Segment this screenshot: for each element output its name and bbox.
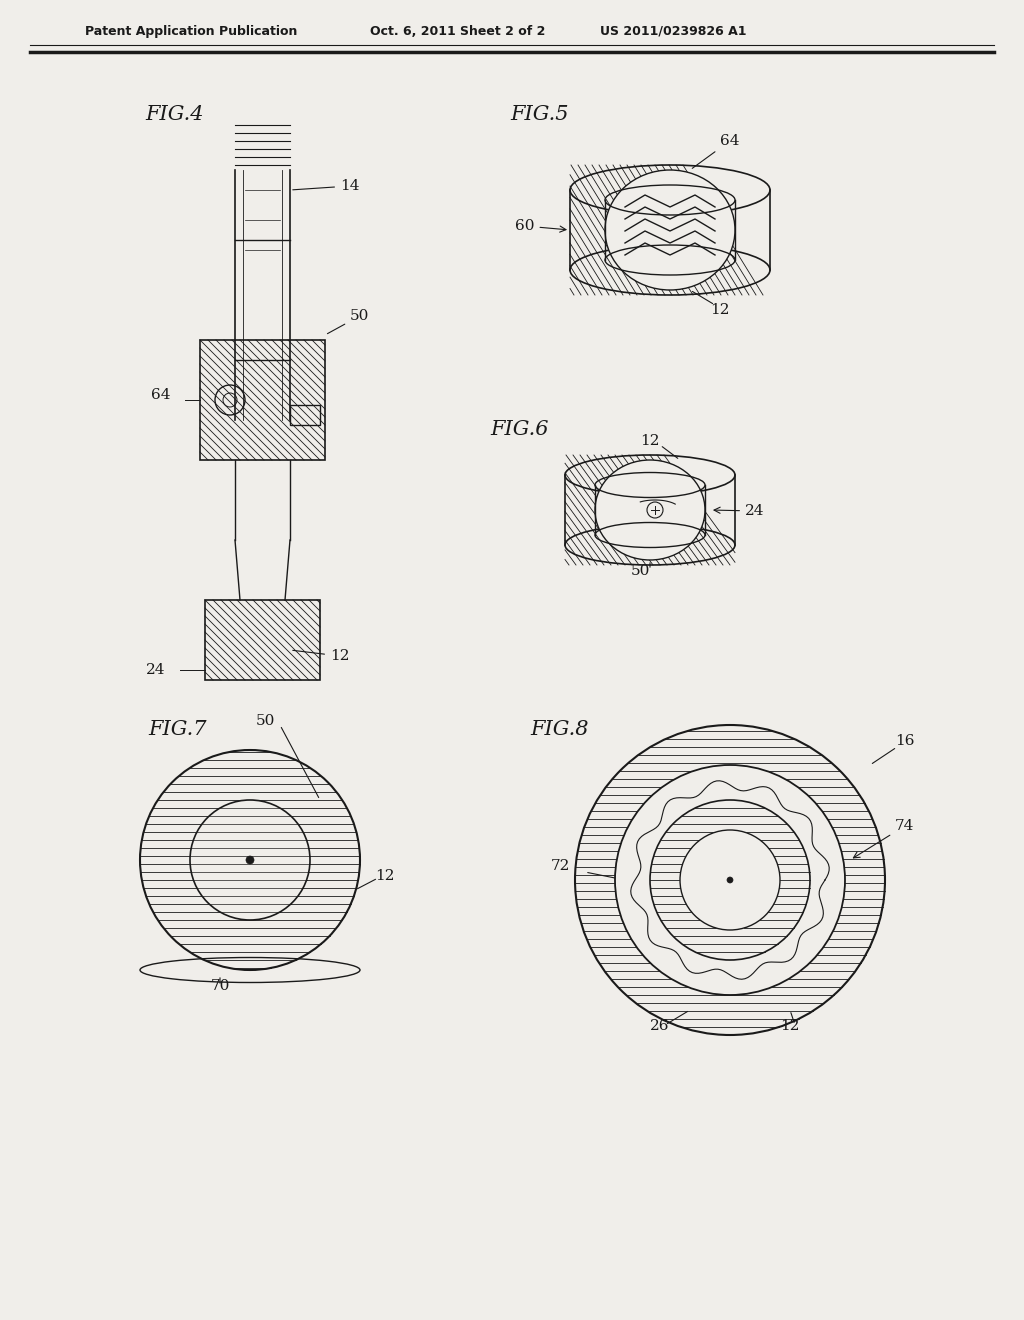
Text: 12: 12 bbox=[780, 1019, 800, 1034]
Text: FIG.5: FIG.5 bbox=[510, 106, 568, 124]
Text: 12: 12 bbox=[293, 649, 349, 663]
Text: FIG.8: FIG.8 bbox=[530, 719, 589, 739]
Circle shape bbox=[575, 725, 885, 1035]
Text: 24: 24 bbox=[145, 663, 165, 677]
Text: US 2011/0239826 A1: US 2011/0239826 A1 bbox=[600, 25, 746, 38]
Circle shape bbox=[650, 800, 810, 960]
Text: FIG.6: FIG.6 bbox=[490, 420, 549, 440]
Text: FIG.4: FIG.4 bbox=[145, 106, 204, 124]
Text: 50: 50 bbox=[328, 309, 370, 334]
Text: 64: 64 bbox=[151, 388, 170, 403]
Text: 12: 12 bbox=[375, 869, 394, 883]
Circle shape bbox=[615, 766, 845, 995]
Bar bbox=[205, 601, 319, 680]
Circle shape bbox=[680, 830, 780, 931]
Circle shape bbox=[727, 876, 733, 883]
Text: 72: 72 bbox=[551, 859, 570, 873]
Text: Oct. 6, 2011: Oct. 6, 2011 bbox=[370, 25, 456, 38]
Text: Sheet 2 of 2: Sheet 2 of 2 bbox=[460, 25, 546, 38]
Text: 16: 16 bbox=[895, 734, 914, 748]
Text: 50: 50 bbox=[255, 714, 274, 729]
Circle shape bbox=[140, 750, 360, 970]
Text: 74: 74 bbox=[853, 818, 914, 858]
Text: 64: 64 bbox=[692, 135, 739, 169]
Text: Patent Application Publication: Patent Application Publication bbox=[85, 25, 297, 38]
Circle shape bbox=[190, 800, 310, 920]
Ellipse shape bbox=[595, 459, 705, 560]
Text: 24: 24 bbox=[714, 504, 765, 517]
Text: 12: 12 bbox=[710, 304, 729, 317]
Bar bbox=[200, 341, 325, 459]
Text: 14: 14 bbox=[293, 180, 359, 193]
Text: 70: 70 bbox=[210, 979, 229, 993]
Text: FIG.7: FIG.7 bbox=[148, 719, 207, 739]
Text: 26: 26 bbox=[650, 1019, 670, 1034]
Text: 12: 12 bbox=[640, 434, 659, 447]
Text: 50: 50 bbox=[631, 564, 649, 578]
Ellipse shape bbox=[605, 170, 735, 290]
Bar bbox=[290, 405, 319, 425]
Text: 60: 60 bbox=[515, 219, 566, 234]
Circle shape bbox=[246, 855, 254, 865]
